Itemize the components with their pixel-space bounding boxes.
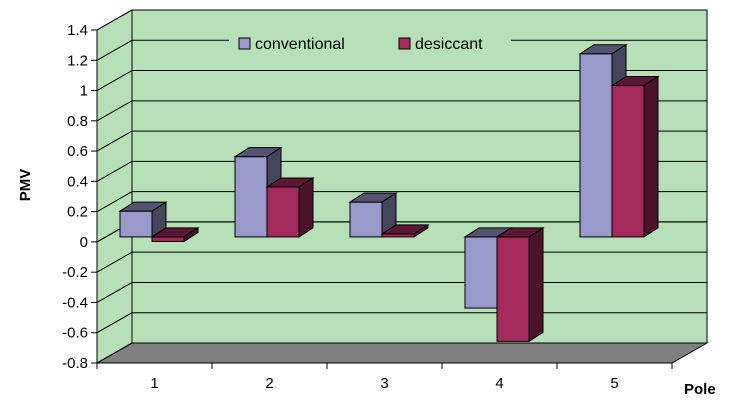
axes [91, 29, 673, 369]
gridlines [96, 9, 707, 364]
bar-side-desiccant-1 [183, 226, 199, 243]
bars [118, 43, 660, 343]
bar-side-desiccant-4 [528, 226, 544, 343]
bar-desiccant-2 [266, 186, 300, 238]
bar-conventional-1 [119, 210, 153, 238]
tick-labels: 1.4 1.2 1 0.8 0.6 0.4 0.2 0 -0.2 -0.4 -0.6 -0.8 1 2 3 4… [62, 22, 619, 392]
y-tick-label: -0.4 [62, 294, 88, 311]
legend: conventional desiccant [229, 30, 511, 62]
y-tick-label: 1.4 [67, 22, 88, 39]
y-axis-title: PMV [17, 169, 34, 202]
gridline [96, 100, 707, 122]
legend-box [229, 30, 511, 62]
y-tick-label: 0.8 [67, 113, 88, 130]
bar-side-desiccant-3 [413, 223, 429, 238]
gridline [96, 342, 707, 364]
x-tick-label: 5 [610, 375, 618, 392]
legend-swatch-conventional [238, 37, 251, 50]
y-tick-label: -0.8 [62, 355, 88, 372]
legend-swatch-desiccant [398, 37, 411, 50]
x-axis-title: Pole [684, 381, 716, 398]
gridline [96, 70, 707, 91]
y-tick-label: 0.6 [67, 143, 88, 160]
gridline [96, 130, 707, 152]
bar-desiccant-1 [151, 236, 185, 242]
bar-desiccant-5 [611, 85, 645, 238]
y-tick-label: 0.4 [67, 173, 88, 190]
bar-conventional-4 [464, 236, 498, 309]
legend-label-desiccant: desiccant [415, 36, 483, 53]
y-tick-label: 0.2 [67, 204, 88, 221]
x-tick-label: 3 [380, 375, 388, 392]
side-wall [96, 9, 133, 364]
legend-label-conventional: conventional [255, 36, 345, 53]
x-tick-label: 2 [265, 375, 273, 392]
y-tick-label: 0 [80, 234, 88, 251]
bar-side-desiccant-5 [643, 75, 659, 238]
bar-desiccant-4 [496, 236, 530, 342]
bar-side-desiccant-2 [298, 177, 314, 238]
y-tick-label: 1.2 [67, 52, 88, 69]
y-tick-label: 1 [80, 83, 88, 100]
gridline [96, 191, 707, 213]
x-tick-label: 4 [495, 375, 503, 392]
gridline [96, 39, 707, 61]
y-tick-label: -0.2 [62, 264, 88, 281]
bar-conventional-3 [349, 201, 383, 238]
gridline [96, 9, 707, 31]
y-tick-label: -0.6 [62, 325, 88, 342]
floor [95, 342, 709, 364]
gridline [96, 160, 707, 182]
x-tick-label: 1 [150, 375, 158, 392]
bar-conventional-5 [579, 53, 613, 238]
bar-conventional-2 [234, 156, 268, 238]
